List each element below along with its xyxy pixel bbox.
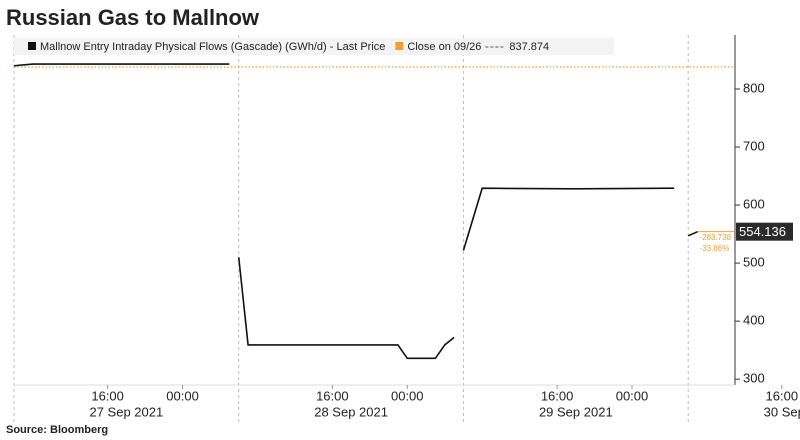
legend-value: 837.874 xyxy=(509,41,549,53)
x-tick-label: 00:00 xyxy=(391,388,424,403)
legend-label: Mallnow Entry Intraday Physical Flows (G… xyxy=(40,41,385,53)
chart-title: Russian Gas to Mallnow xyxy=(6,5,260,30)
legend-label: Close on 09/26 xyxy=(407,41,481,53)
y-tick-label: 300 xyxy=(743,371,765,386)
x-tick-label: 16:00 xyxy=(541,388,574,403)
last-price-box xyxy=(736,222,793,241)
legend-swatch xyxy=(395,42,404,50)
x-tick-label: 16:00 xyxy=(316,388,349,403)
x-day-label: 28 Sep 2021 xyxy=(314,404,388,419)
annotation: -283.738 xyxy=(700,233,732,242)
x-tick-label: 16:00 xyxy=(91,388,124,403)
x-tick-label: 16:00 xyxy=(766,388,799,403)
x-tick-label: 00:00 xyxy=(166,388,199,403)
y-tick-label: 600 xyxy=(743,197,765,212)
y-tick-label: 700 xyxy=(743,138,765,153)
legend-swatch xyxy=(28,42,36,50)
y-tick-label: 400 xyxy=(743,313,765,328)
x-day-label: 30 Sep 2021 xyxy=(764,404,800,419)
source: Source: Bloomberg xyxy=(6,424,108,436)
legend-bg xyxy=(14,38,614,55)
last-price-label: 554.136 xyxy=(739,224,786,239)
annotation: -33.86% xyxy=(700,244,730,253)
x-day-label: 27 Sep 2021 xyxy=(89,404,163,419)
y-tick-label: 500 xyxy=(743,255,765,270)
series-line xyxy=(13,63,698,360)
x-day-label: 29 Sep 2021 xyxy=(539,404,613,419)
y-tick-label: 800 xyxy=(743,80,765,95)
x-tick-label: 00:00 xyxy=(616,388,649,403)
